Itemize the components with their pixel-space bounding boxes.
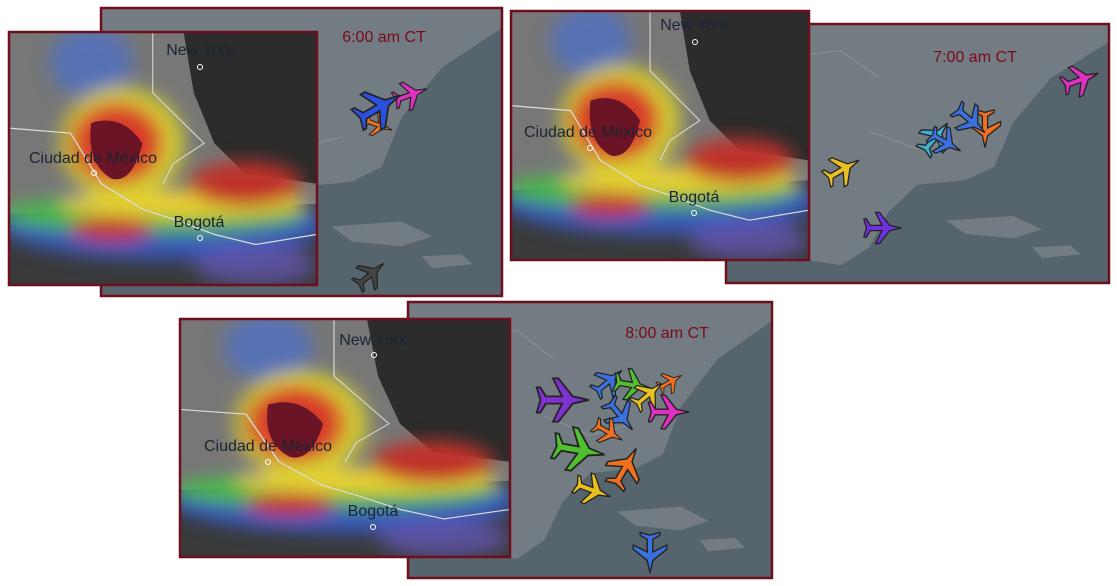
city-dot	[265, 459, 271, 465]
city-label: New York	[660, 17, 729, 34]
time-label: 6:00 am CT	[342, 29, 426, 46]
city-dot	[91, 170, 97, 176]
city-label: New York	[339, 332, 408, 349]
city-label: New York	[166, 42, 235, 59]
city-label: Ciudad de México	[524, 124, 652, 141]
weather-panel: New York Ciudad de México Bogotá	[178, 317, 512, 559]
city-label: Bogotá	[174, 214, 225, 231]
city-dot	[197, 235, 203, 241]
city-dot	[692, 39, 698, 45]
time-label: 8:00 am CT	[625, 325, 709, 342]
city-dot	[587, 145, 593, 151]
city-label: Bogotá	[669, 189, 720, 206]
city-dot	[691, 210, 697, 216]
city-label: Ciudad de México	[204, 438, 332, 455]
city-dot	[197, 64, 203, 70]
city-dot	[370, 524, 376, 530]
city-label: Bogotá	[348, 503, 399, 520]
weather-panel: New York Ciudad de México Bogotá	[7, 30, 319, 287]
weather-panel: New York Ciudad de México Bogotá	[509, 9, 811, 262]
time-label: 7:00 am CT	[933, 49, 1017, 66]
city-dot	[371, 352, 377, 358]
city-label: Ciudad de México	[29, 150, 157, 167]
